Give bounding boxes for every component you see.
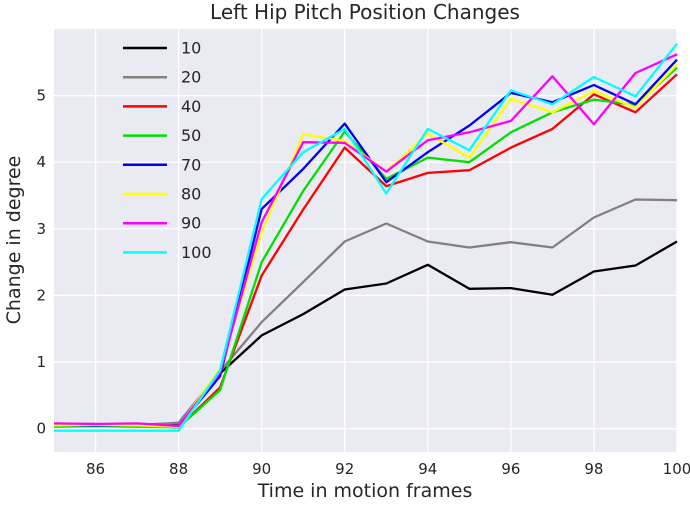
legend-item-100: 100 [123, 243, 212, 262]
legend-item-50: 50 [123, 126, 201, 145]
legend-label-70: 70 [181, 155, 201, 174]
legend-item-10: 10 [123, 39, 201, 58]
y-axis-tick-labels: 0 1 2 3 4 5 [36, 87, 46, 438]
x-tick-90: 90 [252, 460, 271, 478]
legend-label-80: 80 [181, 185, 201, 204]
legend-label-100: 100 [181, 243, 212, 262]
y-tick-1: 1 [36, 353, 46, 371]
y-axis-label: Change in degree [3, 156, 25, 325]
y-tick-2: 2 [36, 286, 46, 304]
y-tick-4: 4 [36, 153, 46, 171]
y-tick-3: 3 [36, 220, 46, 238]
x-tick-88: 88 [169, 460, 188, 478]
legend-item-80: 80 [123, 185, 201, 204]
x-tick-86: 86 [86, 460, 105, 478]
chart-title: Left Hip Pitch Position Changes [210, 0, 520, 24]
legend-item-20: 20 [123, 68, 201, 87]
plot-area [54, 29, 677, 452]
series-lines [53, 42, 678, 432]
y-tick-0: 0 [36, 420, 46, 438]
x-axis-tick-labels: 86 88 90 92 94 96 98 100 [86, 460, 690, 478]
legend-label-90: 90 [181, 214, 201, 233]
x-tick-94: 94 [418, 460, 437, 478]
legend-label-40: 40 [181, 97, 201, 116]
legend-label-50: 50 [181, 126, 201, 145]
x-tick-100: 100 [663, 460, 690, 478]
legend-label-20: 20 [181, 68, 201, 87]
legend-item-40: 40 [123, 97, 201, 116]
legend-label-10: 10 [181, 39, 201, 58]
legend-item-70: 70 [123, 155, 201, 174]
x-tick-96: 96 [501, 460, 520, 478]
x-tick-98: 98 [584, 460, 603, 478]
series-line-100 [54, 42, 678, 432]
x-tick-92: 92 [335, 460, 354, 478]
legend-item-90: 90 [123, 214, 201, 233]
legend: 10 20 40 50 70 80 90 100 [123, 39, 212, 262]
y-tick-5: 5 [36, 87, 46, 105]
x-axis-label: Time in motion frames [257, 480, 473, 502]
series-line-90 [53, 53, 678, 428]
